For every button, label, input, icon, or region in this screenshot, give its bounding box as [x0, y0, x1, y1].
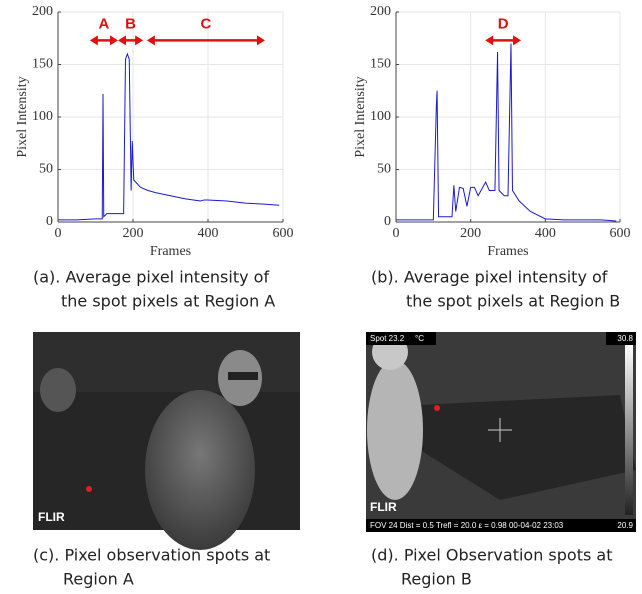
x-tick-label: 0: [55, 226, 62, 241]
caption: Region A: [63, 570, 134, 589]
annotation-label: C: [201, 15, 212, 32]
x-tick-label: 600: [273, 226, 294, 241]
y-tick-label: 100: [370, 109, 391, 124]
y-axis-label: Pixel Intensity: [353, 76, 368, 157]
footer-text: FOV 24 Dist = 0.5 Trefl = 20.0 ε = 0.98 …: [370, 521, 564, 530]
photo-c: FLIR: [33, 332, 300, 550]
spot-label: Spot 23.2: [370, 334, 405, 343]
caption: the spot pixels at Region B: [406, 292, 620, 311]
x-tick-label: 400: [198, 226, 219, 241]
arrow-head: [110, 35, 118, 46]
data-line: [58, 52, 280, 221]
arrow-head: [135, 35, 144, 46]
annotation-label: D: [498, 15, 509, 32]
caption: (c). Pixel observation spots at: [33, 546, 270, 565]
caption: Region B: [401, 570, 472, 589]
annotation-label: A: [99, 15, 110, 32]
y-tick-label: 0: [384, 214, 391, 229]
caption: (a). Average pixel intensity of: [33, 268, 269, 287]
logo: FLIR: [38, 510, 65, 524]
logo: FLIR: [370, 500, 397, 514]
y-axis-label: Pixel Intensity: [15, 76, 30, 157]
x-tick-label: 200: [123, 226, 144, 241]
y-tick-label: 200: [32, 4, 53, 19]
x-tick-label: 600: [610, 226, 631, 241]
annotation-label: B: [125, 15, 136, 32]
scale-max: 30.8: [617, 334, 633, 343]
y-tick-label: 50: [377, 162, 391, 177]
data-line: [396, 43, 617, 222]
x-axis-label: Frames: [487, 244, 528, 259]
caption: the spot pixels at Region A: [61, 292, 275, 311]
unit-label: °C: [415, 334, 424, 343]
y-tick-label: 50: [39, 162, 53, 177]
x-tick-label: 0: [393, 226, 400, 241]
x-tick-label: 400: [535, 226, 556, 241]
arrow-head: [257, 35, 265, 46]
caption: (d). Pixel Observation spots at: [371, 546, 612, 565]
y-tick-label: 200: [370, 4, 391, 19]
x-axis-label: Frames: [150, 244, 191, 259]
arrow-head: [146, 35, 155, 46]
y-tick-label: 100: [32, 109, 53, 124]
y-tick-label: 150: [370, 57, 391, 72]
caption: (b). Average pixel intensity of: [371, 268, 608, 287]
y-tick-label: 0: [46, 214, 53, 229]
photo-d: Spot 23.2 °C 30.8 FOV 24 Dist = 0.5 Tref…: [366, 332, 636, 532]
x-tick-label: 200: [460, 226, 481, 241]
arrow-head: [485, 35, 494, 46]
scale-min: 20.9: [617, 521, 633, 530]
arrow-head: [513, 35, 522, 46]
y-tick-label: 150: [32, 57, 53, 72]
arrow-head: [118, 35, 126, 46]
arrow-head: [89, 35, 98, 46]
